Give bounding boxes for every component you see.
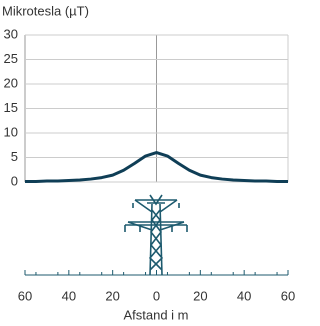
y-tick-label: 25 (4, 51, 18, 66)
y-tick-label: 10 (4, 124, 18, 139)
y-tick-label: 20 (4, 75, 18, 90)
x-tick-label: 0 (153, 288, 160, 303)
x-tick-label: 40 (237, 288, 251, 303)
pylon (125, 195, 187, 275)
y-axis-label: Mikrotesla (µT) (2, 3, 89, 18)
x-tick-label: 40 (62, 288, 76, 303)
chart: Mikrotesla (µT) Afstand i m 0 5 10 15 20 25 30… (0, 0, 298, 326)
x-tick-label: 60 (18, 288, 32, 303)
x-tick-label: 60 (281, 288, 295, 303)
x-tick-label: 20 (193, 288, 207, 303)
y-tick-label: 5 (11, 149, 18, 164)
x-axis-label: Afstand i m (123, 307, 188, 322)
y-tick-label: 30 (4, 26, 18, 41)
x-tick-label: 20 (105, 288, 119, 303)
y-tick-label: 0 (11, 173, 18, 188)
y-tick-label: 15 (4, 100, 18, 115)
